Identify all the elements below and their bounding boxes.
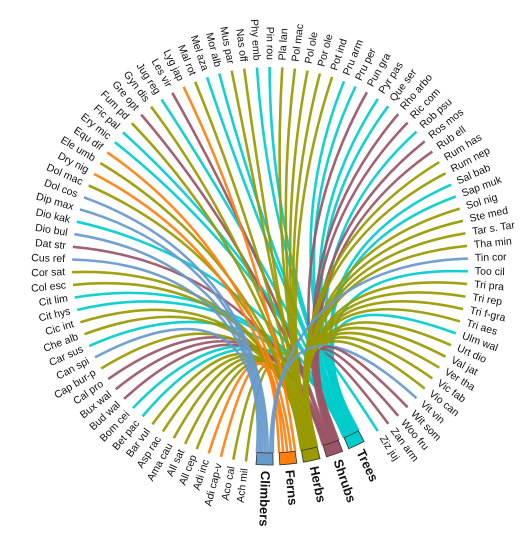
group-band-shrubs: [322, 439, 344, 458]
species-label: Col esc: [31, 279, 67, 294]
chord-link: [93, 172, 289, 453]
chord-link: [83, 196, 269, 454]
chord-link: [313, 350, 390, 441]
species-label: Pol mac: [290, 23, 307, 62]
group-label-shrubs: Shrubs: [331, 457, 360, 504]
species-label: Ach mil: [235, 468, 251, 504]
chord-link: [94, 327, 259, 453]
species-label: Cus ref: [31, 252, 65, 265]
species-label: Tri rep: [471, 292, 503, 309]
species-label: Dat str: [35, 237, 67, 252]
group-band-trees: [343, 430, 365, 450]
group-label-ferns: Ferns: [282, 469, 300, 506]
species-label: Tri pra: [474, 279, 505, 294]
chord-link: [79, 208, 267, 453]
chord-link: [319, 349, 379, 432]
group-label-herbs: Herbs: [307, 465, 329, 504]
species-label: Pol ole: [303, 31, 321, 65]
group-label-climbers: Climbers: [256, 471, 272, 527]
species-label: Too cil: [475, 265, 505, 278]
chord-link: [207, 361, 285, 454]
species-label: Dio bul: [34, 222, 68, 239]
chord-link: [72, 245, 328, 445]
chord-link: [160, 98, 351, 436]
chord-link: [140, 113, 330, 445]
chord-link: [268, 66, 354, 435]
chord-link: [271, 344, 418, 454]
species-label: Pla lan: [276, 28, 290, 61]
group-bands-layer: [255, 430, 365, 466]
links-layer: [72, 66, 468, 462]
chord-link: [182, 86, 297, 452]
species-label: Cor sat: [31, 266, 65, 279]
group-band-climbers: [255, 452, 274, 466]
species-label: Phy emb: [248, 19, 263, 61]
species-label: Tin cor: [475, 251, 508, 264]
chord-link: [74, 232, 264, 453]
species-label: Nas off: [233, 28, 249, 62]
species-label: Pin rou: [264, 27, 276, 60]
chord-link: [294, 76, 334, 449]
chord-link: [106, 151, 293, 452]
species-label: Tha min: [473, 235, 512, 251]
chord-link: [74, 291, 348, 438]
group-label-trees: Trees: [353, 447, 381, 484]
group-band-herbs: [300, 446, 321, 463]
chord-link: [72, 258, 262, 453]
group-band-ferns: [278, 450, 298, 466]
species-label: Cit lim: [38, 292, 69, 309]
